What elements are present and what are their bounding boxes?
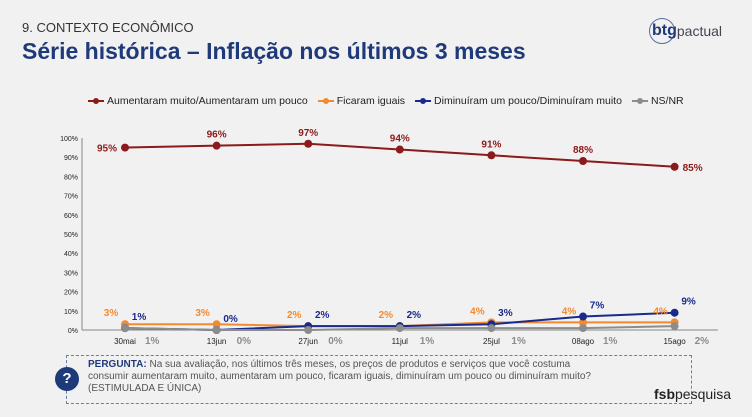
data-label: 1% bbox=[132, 312, 147, 323]
data-label: 3% bbox=[498, 308, 513, 319]
x-tick-label: 15ago bbox=[663, 337, 686, 346]
data-label: 7% bbox=[590, 301, 605, 312]
y-tick-label: 100% bbox=[60, 136, 78, 143]
data-point bbox=[487, 151, 496, 160]
data-label: 0% bbox=[328, 336, 343, 347]
data-point bbox=[121, 324, 129, 333]
data-label: 88% bbox=[573, 145, 593, 156]
legend-marker bbox=[88, 98, 104, 104]
data-label: 0% bbox=[237, 336, 252, 347]
question-text: PERGUNTA: Na sua avaliação, nos últimos … bbox=[88, 359, 591, 394]
page-title: Série histórica – Inflação nos últimos 3… bbox=[22, 38, 526, 64]
legend-marker bbox=[631, 98, 648, 104]
x-tick-label: 08ago bbox=[572, 337, 595, 346]
data-label: 3% bbox=[104, 308, 119, 319]
data-label: 95% bbox=[97, 144, 117, 155]
data-point bbox=[395, 145, 404, 154]
data-label: 96% bbox=[207, 130, 227, 141]
data-label: 2% bbox=[287, 310, 302, 321]
data-label: 2% bbox=[315, 310, 330, 321]
data-point bbox=[670, 308, 679, 317]
data-label: 97% bbox=[298, 128, 318, 139]
data-label: 1% bbox=[420, 336, 435, 347]
data-label: 2% bbox=[695, 336, 710, 347]
data-label: 91% bbox=[481, 139, 501, 150]
data-label: 4% bbox=[653, 306, 668, 317]
data-point bbox=[487, 324, 496, 333]
data-point bbox=[304, 326, 313, 334]
x-tick-label: 13jun bbox=[207, 337, 227, 346]
y-tick-label: 0% bbox=[68, 328, 78, 335]
y-tick-label: 50% bbox=[64, 232, 78, 239]
y-tick-label: 90% bbox=[64, 155, 78, 162]
legend-item: NS/NR bbox=[631, 95, 684, 107]
legend-item: Aumentaram muito/Aumentaram um pouco bbox=[88, 95, 308, 107]
btg-logo: btg pactual bbox=[649, 18, 722, 44]
data-point bbox=[579, 318, 587, 327]
data-label: 4% bbox=[470, 306, 485, 317]
y-tick-label: 40% bbox=[64, 251, 78, 258]
question-icon: ? bbox=[55, 367, 79, 391]
y-tick-label: 20% bbox=[64, 290, 78, 297]
data-label: 4% bbox=[562, 306, 577, 317]
data-point bbox=[579, 324, 587, 333]
fsb-logo: fsbpesquisa bbox=[654, 386, 732, 402]
data-label: 2% bbox=[407, 310, 422, 321]
legend-marker bbox=[415, 98, 432, 104]
y-tick-label: 10% bbox=[64, 309, 78, 316]
section-label: 9. CONTEXTO ECONÔMICO bbox=[22, 20, 194, 35]
legend-item: Diminuíram um pouco/Diminuíram muito bbox=[415, 95, 622, 107]
x-tick-label: 25jul bbox=[483, 337, 500, 346]
legend-label: Diminuíram um pouco/Diminuíram muito bbox=[434, 95, 622, 107]
data-point bbox=[670, 322, 679, 331]
data-label: 1% bbox=[603, 336, 618, 347]
y-tick-label: 80% bbox=[64, 174, 78, 181]
legend-label: Aumentaram muito/Aumentaram um pouco bbox=[107, 95, 308, 107]
data-point bbox=[670, 162, 679, 171]
legend-label: Ficaram iguais bbox=[336, 95, 406, 107]
y-tick-label: 30% bbox=[64, 270, 78, 277]
data-label: 0% bbox=[223, 314, 238, 325]
x-tick-label: 11jul bbox=[392, 337, 409, 346]
data-label: 2% bbox=[379, 310, 394, 321]
data-label: 9% bbox=[681, 297, 696, 308]
data-point bbox=[212, 320, 221, 329]
legend-marker bbox=[317, 98, 334, 104]
data-point bbox=[121, 143, 129, 152]
data-point bbox=[579, 312, 587, 321]
y-tick-label: 60% bbox=[64, 213, 78, 220]
x-tick-label: 27jun bbox=[298, 337, 318, 346]
x-tick-label: 30mai bbox=[114, 337, 136, 346]
data-label: 3% bbox=[195, 308, 210, 319]
data-label: 1% bbox=[511, 336, 526, 347]
data-label: 94% bbox=[390, 134, 410, 145]
data-point bbox=[579, 157, 587, 166]
line-chart: 0% 10% 20% 30% 40% 50% 60% 70% 80% 90% 100% 30mai 13… bbox=[60, 128, 718, 347]
data-point bbox=[395, 324, 404, 333]
legend-label: NS/NR bbox=[650, 95, 684, 107]
data-point bbox=[304, 139, 313, 148]
legend-item: Ficaram iguais bbox=[317, 95, 406, 107]
data-point bbox=[212, 326, 221, 334]
data-label: 1% bbox=[145, 336, 160, 347]
data-label: 85% bbox=[683, 163, 703, 174]
y-tick-label: 70% bbox=[64, 194, 78, 201]
chart-legend: Aumentaram muito/Aumentaram um pouco Fica… bbox=[88, 95, 684, 107]
data-point bbox=[212, 141, 221, 150]
